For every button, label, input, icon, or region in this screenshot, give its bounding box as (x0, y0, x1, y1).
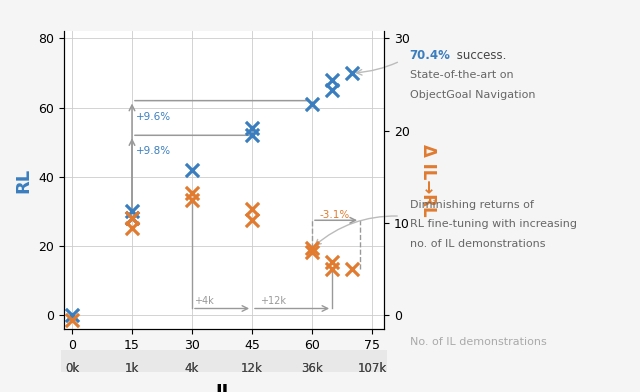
FancyBboxPatch shape (61, 350, 387, 372)
Point (247, 206, 257, 212)
Text: ObjectGoal Navigation: ObjectGoal Navigation (410, 90, 535, 100)
Text: +9.8%: +9.8% (136, 146, 171, 156)
Text: no. of IL demonstrations: no. of IL demonstrations (410, 239, 545, 249)
Point (307, 249, 317, 255)
Text: 1k: 1k (125, 362, 139, 375)
Text: 107k: 107k (357, 362, 387, 375)
Text: 1k: 1k (125, 362, 139, 375)
Text: 4k: 4k (185, 362, 199, 375)
Point (327, 266, 337, 272)
Point (327, 77, 337, 83)
Text: 107k: 107k (357, 362, 387, 375)
Y-axis label: RL: RL (15, 168, 33, 193)
Text: 70.4%: 70.4% (410, 49, 451, 62)
Point (307, 245, 317, 251)
Point (127, 215, 137, 221)
Point (187, 189, 197, 196)
Point (187, 167, 197, 173)
Text: +9.6%: +9.6% (136, 112, 171, 122)
Point (127, 215, 137, 221)
Text: 4k: 4k (185, 362, 199, 375)
Point (307, 101, 317, 107)
Text: 12k: 12k (241, 362, 263, 375)
Point (327, 87, 337, 93)
Y-axis label: Δ IL→RL: Δ IL→RL (419, 144, 437, 217)
Text: RL fine-tuning with increasing: RL fine-tuning with increasing (410, 220, 577, 229)
Text: No. of IL demonstrations: No. of IL demonstrations (410, 337, 547, 347)
Point (347, 70, 357, 76)
Point (247, 217, 257, 223)
Text: +12k: +12k (260, 296, 286, 306)
Text: +4k: +4k (194, 296, 214, 306)
Text: -3.1%: -3.1% (320, 209, 350, 220)
X-axis label: IL: IL (215, 383, 233, 392)
Text: Diminishing returns of: Diminishing returns of (410, 200, 534, 210)
Point (187, 197, 197, 203)
Point (67, 317, 77, 323)
Point (127, 209, 137, 215)
Text: 36k: 36k (301, 362, 323, 375)
Text: success.: success. (453, 49, 506, 62)
Text: 12k: 12k (241, 362, 263, 375)
Text: 0k: 0k (65, 362, 79, 375)
Point (347, 266, 357, 272)
Point (247, 125, 257, 131)
Point (247, 132, 257, 138)
Point (327, 259, 337, 265)
Text: 0k: 0k (65, 362, 79, 375)
Point (67, 312, 77, 319)
Point (127, 225, 137, 231)
Text: State-of-the-art on: State-of-the-art on (410, 71, 513, 80)
Text: 36k: 36k (301, 362, 323, 375)
